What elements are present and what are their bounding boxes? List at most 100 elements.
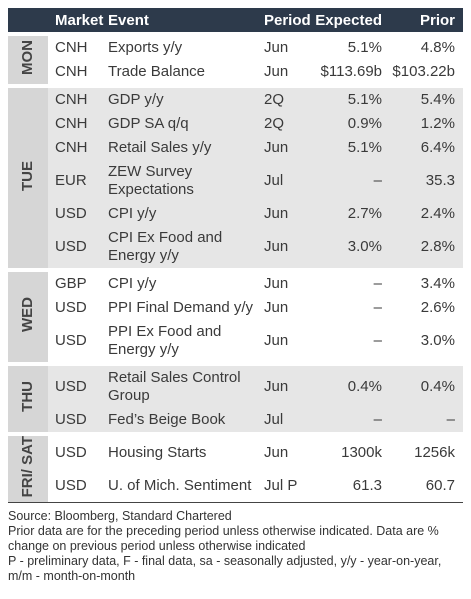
event-row: USD Fed’s Beige Book Jul – –: [8, 408, 463, 434]
period: Jun: [254, 32, 314, 60]
period: Jun: [264, 299, 289, 316]
expected: –: [314, 408, 382, 434]
event-row: USD CPI Ex Food and Energy y/y Jun 3.0% 2.8%: [8, 226, 463, 270]
event-row: CNH Retail Sales y/y Jun 5.1% 6.4%: [8, 136, 463, 160]
event: GDP y/y: [104, 84, 254, 112]
expected: –: [373, 299, 382, 316]
expected: –: [314, 268, 382, 296]
event: PPI Final Demand y/y: [108, 299, 254, 316]
event-row: WED GBP CPI y/y Jun –3.4%: [8, 268, 463, 364]
header-cell: [8, 8, 48, 34]
market: USD: [48, 408, 104, 434]
event: CPI y/y: [104, 268, 254, 296]
event-row: FRI/ SAT USD Housing Starts Jun 1300k 1256k: [8, 431, 463, 503]
expected: 0.9%: [314, 112, 382, 136]
period: Jun: [264, 332, 289, 349]
market: USD: [48, 362, 104, 408]
prior: 60.7: [425, 476, 455, 494]
header-cell: Event: [104, 8, 254, 34]
period: Jun: [254, 362, 314, 408]
expected: 5.1%: [314, 84, 382, 112]
event: Trade Balance: [108, 63, 206, 80]
header-row: Market Event Period Expected Prior: [8, 8, 463, 34]
header-cell: Period: [254, 8, 314, 34]
expected: –: [373, 332, 382, 349]
period: 2Q: [254, 84, 314, 112]
market: CNH: [48, 112, 104, 136]
footnote: P - preliminary data, F - final data, sa…: [8, 554, 442, 584]
day-label: FRI/ SAT: [19, 436, 36, 498]
day-cell: WED: [8, 268, 48, 364]
day-cell: THU: [8, 362, 48, 434]
footnotes: Source: Bloomberg, Standard Chartered Pri…: [8, 509, 463, 584]
prior: 0.4%: [382, 362, 463, 408]
market: USD: [48, 202, 104, 226]
market: CNH: [48, 136, 104, 160]
prior: 6.4%: [382, 136, 463, 160]
expected: 3.0%: [314, 226, 382, 270]
period: Jul: [254, 160, 314, 202]
expected: $113.69b: [320, 63, 382, 80]
event-row: EUR ZEW Survey Expectations Jul –35.3: [8, 160, 463, 202]
calendar: Market Event Period Expected Prior MON CNH Exp…: [8, 8, 463, 584]
event-row: USD U. of Mich. Sentiment Jul P 61.3 60.7: [8, 469, 463, 502]
event-row: CNH GDP SA q/q 2Q 0.9% 1.2%: [8, 112, 463, 136]
period: Jul P: [264, 476, 298, 494]
event: GDP SA q/q: [104, 112, 254, 136]
market: USD: [48, 226, 104, 270]
day-label: MON: [19, 40, 36, 75]
event-row: USD PPI Final Demand y/y Jun – 2.6%: [8, 296, 463, 320]
prior: 3.0%: [420, 332, 455, 349]
calendar-table: Market Event Period Expected Prior MON CNH Exp…: [8, 8, 463, 504]
market: CNH: [48, 32, 104, 60]
event: U. of Mich. Sentiment: [108, 476, 252, 494]
event: CPI y/y: [104, 202, 254, 226]
period: Jun: [254, 268, 314, 296]
period: Jun: [254, 431, 314, 470]
period: Jun: [254, 202, 314, 226]
event-row: THU USD Retail Sales Control Group Jun 0.4% 0…: [8, 362, 463, 434]
expected: 5.1%: [314, 136, 382, 160]
expected: 0.4%: [314, 362, 382, 408]
event: CPI Ex Food and Energy y/y: [104, 226, 254, 270]
event: Housing Starts: [104, 431, 254, 470]
day-label: WED: [19, 297, 36, 332]
day-label: THU: [19, 381, 36, 412]
header-cell: Expected: [314, 8, 382, 34]
header-cell: Prior: [382, 8, 463, 34]
prior: 2.8%: [382, 226, 463, 270]
market: USD: [55, 299, 87, 316]
event: Retail Sales Control Group: [104, 362, 254, 408]
expected: 61.3: [352, 476, 382, 494]
market: USD: [55, 332, 87, 349]
prior: 4.8%: [382, 32, 463, 60]
event: PPI Ex Food and Energy y/y: [108, 323, 222, 358]
period: 2Q: [254, 112, 314, 136]
period: Jun: [264, 63, 289, 80]
day-label: TUE: [19, 160, 36, 191]
event: Fed’s Beige Book: [104, 408, 254, 434]
market: EUR: [48, 160, 104, 202]
market: GBP: [48, 268, 104, 296]
prior: 1.2%: [382, 112, 463, 136]
footnote: Prior data are for the preceding period …: [8, 524, 439, 554]
prior: 3.4%: [382, 268, 463, 296]
market: CNH: [48, 84, 104, 112]
event-row: MON CNH Exports y/y Jun 5.1% 4.8%: [8, 32, 463, 86]
prior: $103.22b: [392, 63, 455, 80]
prior: 1256k: [382, 431, 463, 470]
prior: 35.3: [382, 160, 463, 202]
event-row: TUE CNH GDP y/y 2Q 5.1% 5.4%: [8, 84, 463, 270]
market: USD: [55, 476, 87, 494]
prior: 2.6%: [420, 299, 455, 316]
period: Jul: [254, 408, 314, 434]
event: Exports y/y: [104, 32, 254, 60]
event: ZEW Survey Expectations: [104, 160, 254, 202]
day-cell: TUE: [8, 84, 48, 270]
market: CNH: [55, 63, 88, 80]
expected: 5.1%: [314, 32, 382, 60]
event-row: CNH Trade Balance Jun $113.69b $103.22b: [8, 60, 463, 86]
prior: –: [382, 408, 463, 434]
event-row: USD PPI Ex Food and Energy y/y Jun – 3.0%: [8, 320, 463, 364]
